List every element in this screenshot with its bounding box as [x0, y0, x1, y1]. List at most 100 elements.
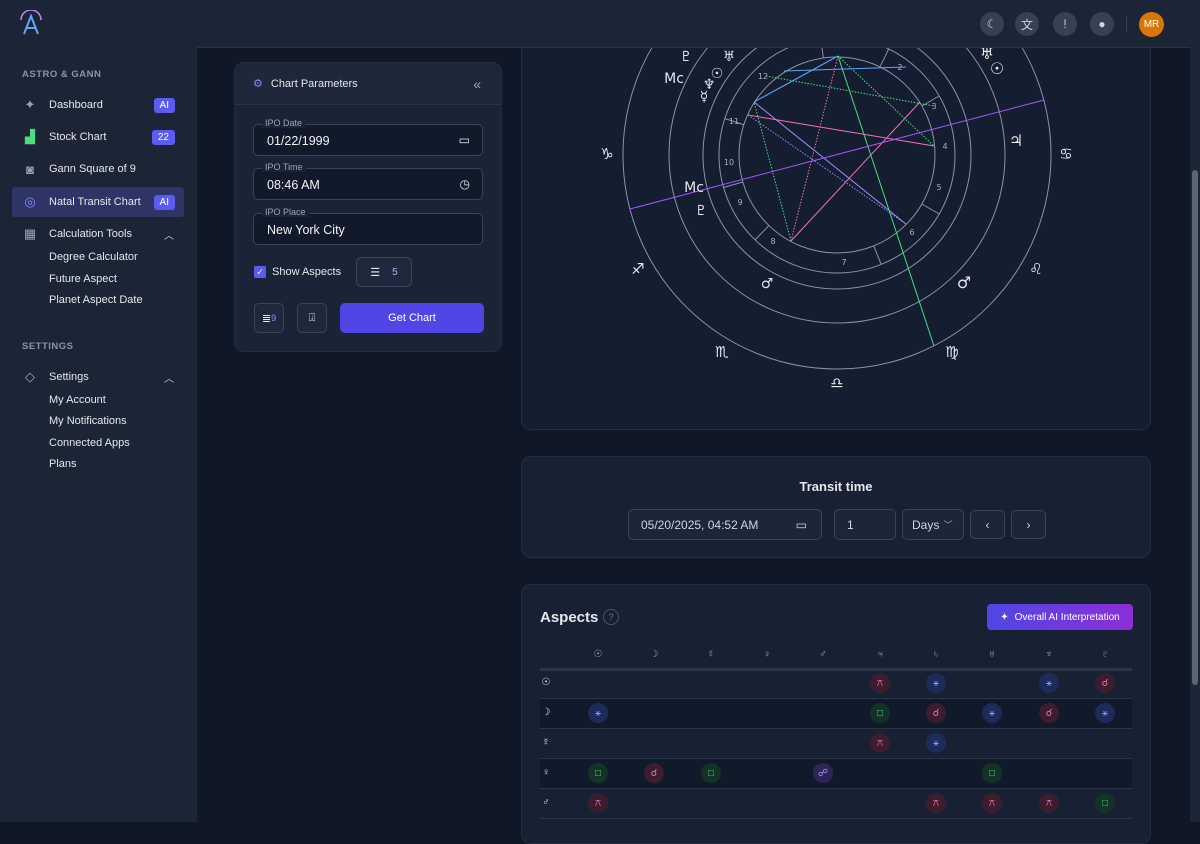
aspect-cell-conjunction[interactable]: ☌: [926, 703, 946, 723]
aspect-cell-opposition[interactable]: ☍: [813, 763, 833, 783]
translate-icon[interactable]: 文: [1015, 12, 1039, 36]
table-row: ♀ □ ☌ □ ☍ □: [540, 759, 1132, 789]
field-value: 01/22/1999: [267, 134, 330, 148]
column-header: ☉: [593, 649, 603, 660]
clock-icon[interactable]: ◷: [459, 177, 470, 191]
sidebar-subitem-my-account[interactable]: My Account: [49, 394, 106, 406]
zodiac-sign: ♏: [715, 343, 729, 361]
overall-ai-interpretation-button[interactable]: ✦ Overall AI Interpretation: [987, 604, 1133, 630]
house-number: 12: [758, 72, 768, 81]
ipo-time-field[interactable]: IPO Time 08:46 AM ◷: [253, 162, 483, 200]
settings-diamond-icon: ◇: [25, 369, 35, 384]
sidebar-item-label: Calculation Tools: [49, 228, 132, 240]
column-header: ♂: [819, 649, 827, 660]
sidebar-subitem-future-aspect[interactable]: Future Aspect: [49, 273, 117, 285]
house-divider: [921, 203, 940, 215]
aspect-line: [790, 101, 921, 242]
aspect-cell-square[interactable]: □: [1095, 793, 1115, 813]
aspect-cell-square[interactable]: □: [982, 763, 1002, 783]
avatar[interactable]: MR: [1139, 12, 1164, 37]
unit-select[interactable]: Days ﹀: [902, 509, 964, 540]
get-chart-button[interactable]: Get Chart: [340, 303, 484, 333]
scrollbar[interactable]: [1190, 0, 1200, 822]
natal-planet: ♆: [703, 77, 716, 93]
aspect-cell-sextile[interactable]: ⚹: [982, 703, 1002, 723]
ai-badge: AI: [153, 194, 175, 210]
aspect-cell-quincunx[interactable]: ⚻: [926, 793, 946, 813]
natal-planet: Mc: [684, 180, 704, 196]
aspect-cell-sextile[interactable]: ⚹: [1039, 673, 1059, 693]
moon-icon[interactable]: ☾: [980, 12, 1004, 36]
sidebar-item-label: Natal Transit Chart: [49, 196, 141, 208]
previous-button[interactable]: ‹: [970, 510, 1005, 539]
field-value: 1: [847, 517, 854, 532]
sidebar-item-calculation-tools[interactable]: ▦ Calculation Tools ︿: [12, 219, 184, 249]
list-button[interactable]: ≣ 9: [254, 303, 284, 333]
step-input[interactable]: 1: [834, 509, 896, 540]
sidebar-subitem-plans[interactable]: Plans: [49, 458, 77, 470]
aspect-cell-conjunction[interactable]: ☌: [1039, 703, 1059, 723]
aspect-cell-sextile[interactable]: ⚹: [1095, 703, 1115, 723]
chart-parameters-panel: ⚙ Chart Parameters « IPO Date 01/22/1999 ▭ I…: [234, 62, 502, 352]
zodiac-sign: ♍: [945, 343, 958, 361]
sidebar-subitem-planet-aspect-date[interactable]: Planet Aspect Date: [49, 294, 143, 306]
button-label: Overall AI Interpretation: [1014, 611, 1120, 623]
sidebar-item-settings[interactable]: ◇ Settings ︿: [12, 362, 184, 392]
transit-datetime-input[interactable]: 05/20/2025, 04:52 AM ▭: [628, 509, 822, 540]
aspect-line: [783, 66, 907, 72]
download-button[interactable]: ⍗: [297, 303, 327, 333]
row-planet-label: ☿: [542, 737, 550, 748]
calendar-icon[interactable]: ▭: [458, 133, 470, 147]
aspect-cell-quincunx[interactable]: ⚻: [1039, 793, 1059, 813]
transit-planet: ☉: [990, 59, 1004, 78]
help-icon[interactable]: ?: [603, 609, 619, 625]
aspect-line: [765, 75, 935, 107]
house-number: 11: [729, 117, 739, 126]
sidebar-subitem-connected-apps[interactable]: Connected Apps: [49, 437, 130, 449]
aspect-cell-conjunction[interactable]: ☌: [644, 763, 664, 783]
aspect-cell-sextile[interactable]: ⚹: [926, 673, 946, 693]
chevron-up-icon: ︿: [164, 230, 174, 242]
aspect-cell-quincunx[interactable]: ⚻: [870, 673, 890, 693]
collapse-icon[interactable]: «: [473, 75, 481, 92]
scrollbar-thumb[interactable]: [1192, 170, 1198, 685]
aspect-cell-sextile[interactable]: ⚹: [588, 703, 608, 723]
aspect-filter-button[interactable]: ☰ 5: [356, 257, 412, 287]
next-button[interactable]: ›: [1011, 510, 1046, 539]
table-row: ☉ ⚻ ⚹ ⚹ ☌: [540, 669, 1132, 699]
aspect-cell-quincunx[interactable]: ⚻: [588, 793, 608, 813]
table-row: ☿ ⚻ ⚹: [540, 729, 1132, 759]
chat-icon[interactable]: ●: [1090, 12, 1114, 36]
sidebar-item-natal-transit-chart[interactable]: ◎ Natal Transit Chart AI: [12, 187, 184, 217]
show-aspects-checkbox[interactable]: ✓: [254, 266, 266, 278]
sidebar-subitem-degree-calculator[interactable]: Degree Calculator: [49, 251, 138, 263]
field-value: 08:46 AM: [267, 178, 320, 192]
column-header: ☿: [707, 649, 715, 660]
alert-icon[interactable]: !: [1053, 12, 1077, 36]
app-logo[interactable]: [18, 10, 44, 36]
aspect-cell-quincunx[interactable]: ⚻: [870, 733, 890, 753]
aspect-cell-square[interactable]: □: [588, 763, 608, 783]
sidebar-item-gann-square[interactable]: ◙ Gann Square of 9: [12, 154, 184, 184]
house-number: 5: [936, 183, 941, 192]
aspect-line: [837, 55, 935, 147]
aspect-cell-conjunction[interactable]: ☌: [1095, 673, 1115, 693]
aspect-cell-quincunx[interactable]: ⚻: [982, 793, 1002, 813]
transit-title: Transit time: [799, 479, 873, 494]
aspect-cell-square[interactable]: □: [701, 763, 721, 783]
section-label: ASTRO & GANN: [22, 69, 102, 80]
ipo-date-field[interactable]: IPO Date 01/22/1999 ▭: [253, 118, 483, 156]
sidebar-subitem-my-notifications[interactable]: My Notifications: [49, 415, 127, 427]
aspect-cell-sextile[interactable]: ⚹: [926, 733, 946, 753]
chevron-left-icon: ‹: [985, 517, 990, 532]
section-label: SETTINGS: [22, 341, 74, 352]
house-number: 2: [897, 63, 902, 72]
column-header: ♆: [1045, 649, 1053, 660]
house-divider: [873, 245, 882, 265]
ipo-place-field[interactable]: IPO Place New York City: [253, 207, 483, 245]
zodiac-sign: ♐: [631, 260, 644, 278]
calendar-icon[interactable]: ▭: [795, 517, 807, 532]
sidebar-item-dashboard[interactable]: ✦ Dashboard AI: [12, 90, 184, 120]
aspect-cell-square[interactable]: □: [870, 703, 890, 723]
sidebar-item-stock-chart[interactable]: ▟ Stock Chart 22: [12, 122, 184, 152]
